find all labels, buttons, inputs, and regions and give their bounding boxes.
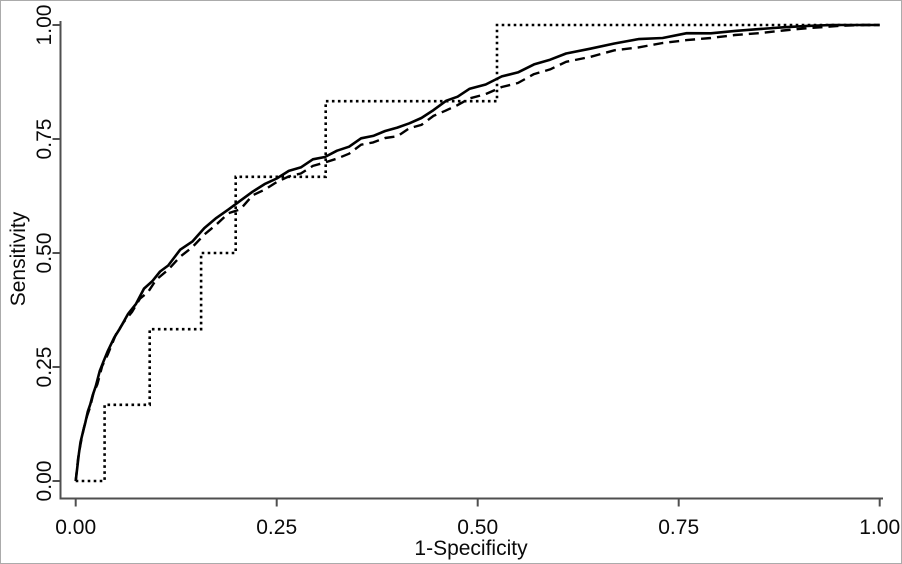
y-axis-title: Sensitivity [7, 211, 30, 307]
y-tick-label: 1.00 [33, 5, 56, 46]
x-tick-label: 0.50 [457, 516, 498, 539]
roc-curve-dashed [74, 23, 880, 482]
x-tick-label: 0.25 [256, 516, 297, 539]
x-tick-label: 0.75 [658, 516, 699, 539]
roc-curve-solid [74, 23, 880, 482]
y-tick-label: 0.00 [33, 461, 56, 502]
y-tick-label: 0.25 [33, 347, 56, 388]
roc-curve-dotted-step [75, 23, 880, 483]
y-tick-label: 0.75 [33, 119, 56, 160]
x-axis-title: 1-Specificity [414, 537, 528, 560]
y-tick-label: 0.50 [33, 233, 56, 274]
x-tick-label: 0.00 [55, 516, 96, 539]
x-tick-label: 1.00 [859, 516, 900, 539]
